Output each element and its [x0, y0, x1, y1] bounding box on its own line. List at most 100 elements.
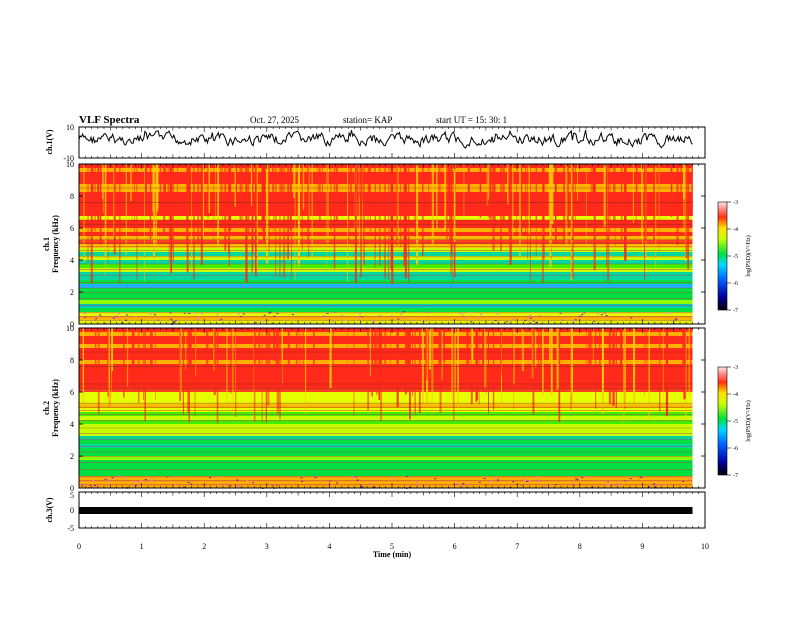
spectrogram-streak: [269, 328, 271, 386]
xtick-label: 0: [77, 542, 81, 551]
spectrogram-streak: [145, 164, 147, 207]
spectrogram-streak: [179, 328, 181, 402]
spectrogram-streak: [670, 164, 673, 217]
spectrogram-streak: [453, 328, 455, 421]
spectrogram-streak: [684, 328, 687, 421]
spectrogram-streak: [438, 164, 441, 204]
spectrogram-streak: [200, 164, 203, 265]
spectrogram-streak: [207, 164, 209, 218]
spectrogram-speckle: [268, 312, 271, 314]
spectrogram-speckle: [333, 311, 336, 313]
spectrogram-streak: [262, 164, 264, 228]
spectrogram-streak: [369, 164, 371, 236]
spectrogram-streak: [317, 164, 319, 216]
spectrogram-band: [79, 480, 693, 485]
spectrogram-band: [79, 440, 693, 445]
spectrogram-speckle: [529, 314, 532, 316]
spectrogram-streak: [687, 164, 689, 269]
spectrogram-speckle: [462, 483, 465, 485]
spectrogram-streak: [685, 164, 687, 259]
spectrogram-speckle: [512, 481, 515, 483]
spectrogram-streak: [242, 164, 244, 226]
spectrogram-speckle: [270, 322, 273, 324]
spectrogram-streak: [111, 328, 113, 372]
spectrogram-speckle: [175, 319, 178, 321]
spectrogram-speckle: [269, 311, 272, 313]
spectrogram-streak: [91, 164, 94, 211]
spectrogram-streak: [563, 164, 565, 244]
spectrogram-speckle: [219, 319, 222, 321]
spectrogram-streak: [307, 164, 309, 243]
spectrogram-streak: [362, 164, 363, 269]
spectrogram-streak: [358, 164, 360, 249]
spectrogram-streak: [449, 164, 451, 245]
spectrogram-streak: [422, 164, 424, 256]
spectrogram-streak: [585, 164, 587, 251]
spectrogram-streak: [644, 164, 645, 281]
spectrogram-speckle: [221, 483, 224, 485]
date-label: Oct. 27, 2025: [250, 115, 299, 125]
spectrogram-speckle: [522, 478, 525, 480]
spectrogram-speckle: [329, 480, 332, 482]
spectrogram-streak: [347, 164, 348, 282]
spectrogram-speckle: [393, 478, 396, 480]
spectrogram-streak: [688, 328, 690, 396]
spectrogram-speckle: [173, 321, 176, 323]
spectrogram-speckle: [536, 322, 538, 323]
spectrogram-streak: [491, 164, 493, 219]
spectrogram-speckle: [360, 316, 363, 318]
spectrogram-streak: [408, 164, 410, 282]
spectrogram-speckle: [252, 482, 255, 484]
ytick-label: 6: [70, 388, 74, 397]
spectrogram-streak: [394, 164, 396, 234]
spectrogram-streak: [259, 328, 261, 366]
spectrogram-speckle: [528, 480, 531, 482]
ch1-spec-time-ticks: [78, 164, 706, 324]
colorbar-tick-label: -7: [733, 308, 738, 314]
ch2-spec-channel-label: ch.2: [42, 401, 51, 415]
spectrogram-speckle: [371, 322, 374, 323]
spectrogram-speckle: [352, 477, 355, 478]
colorbar-tick-label: -7: [733, 473, 738, 479]
spectrogram-speckle: [572, 321, 574, 323]
spectrogram-speckle: [83, 313, 86, 314]
spectrogram-speckle: [512, 318, 515, 320]
spectrogram-streak: [83, 164, 85, 263]
spectrogram-streak: [488, 328, 489, 362]
spectrogram-streak: [185, 328, 187, 370]
spectrogram-streak: [551, 164, 554, 225]
spectrogram-streak: [416, 164, 419, 265]
spectrogram-speckle: [669, 312, 672, 314]
spectrogram-speckle: [217, 476, 220, 478]
spectrogram-streak: [446, 164, 448, 240]
ch1-ytick-top: 10: [66, 123, 74, 132]
spectrogram-speckle: [526, 481, 529, 482]
spectrogram-speckle: [106, 479, 109, 481]
spectrogram-speckle: [242, 313, 245, 315]
spectrogram-streak: [500, 164, 502, 252]
spectrogram-streak: [226, 328, 228, 407]
spectrogram-speckle: [674, 319, 677, 321]
spectrogram-band: [79, 400, 693, 405]
spectrogram-streak: [507, 164, 510, 205]
spectrogram-streak: [620, 328, 623, 382]
spectrogram-band: [79, 428, 693, 433]
ch2-spectrogram-image: [79, 328, 693, 489]
ch1-spectrogram-image: [79, 164, 693, 325]
spectrogram-speckle: [527, 317, 530, 318]
spectrogram-speckle: [574, 319, 577, 321]
spectrogram-streak: [587, 328, 590, 381]
ch1-spec-yticks: 0 2 4 6 8 10: [66, 160, 705, 329]
spectrogram-streak: [516, 164, 518, 235]
ytick-label: 2: [70, 288, 74, 297]
spectrogram-speckle: [603, 312, 606, 314]
spectrogram-streak: [159, 164, 162, 214]
spectrogram-speckle: [113, 478, 116, 480]
spectrogram-speckle: [263, 314, 266, 316]
spectrogram-streak: [305, 328, 307, 414]
spectrogram-streak: [142, 328, 144, 400]
spectrogram-speckle: [685, 476, 688, 478]
spectrogram-band: [79, 468, 693, 473]
spectrogram-streak: [144, 164, 145, 282]
spectrogram-streak: [350, 164, 352, 198]
